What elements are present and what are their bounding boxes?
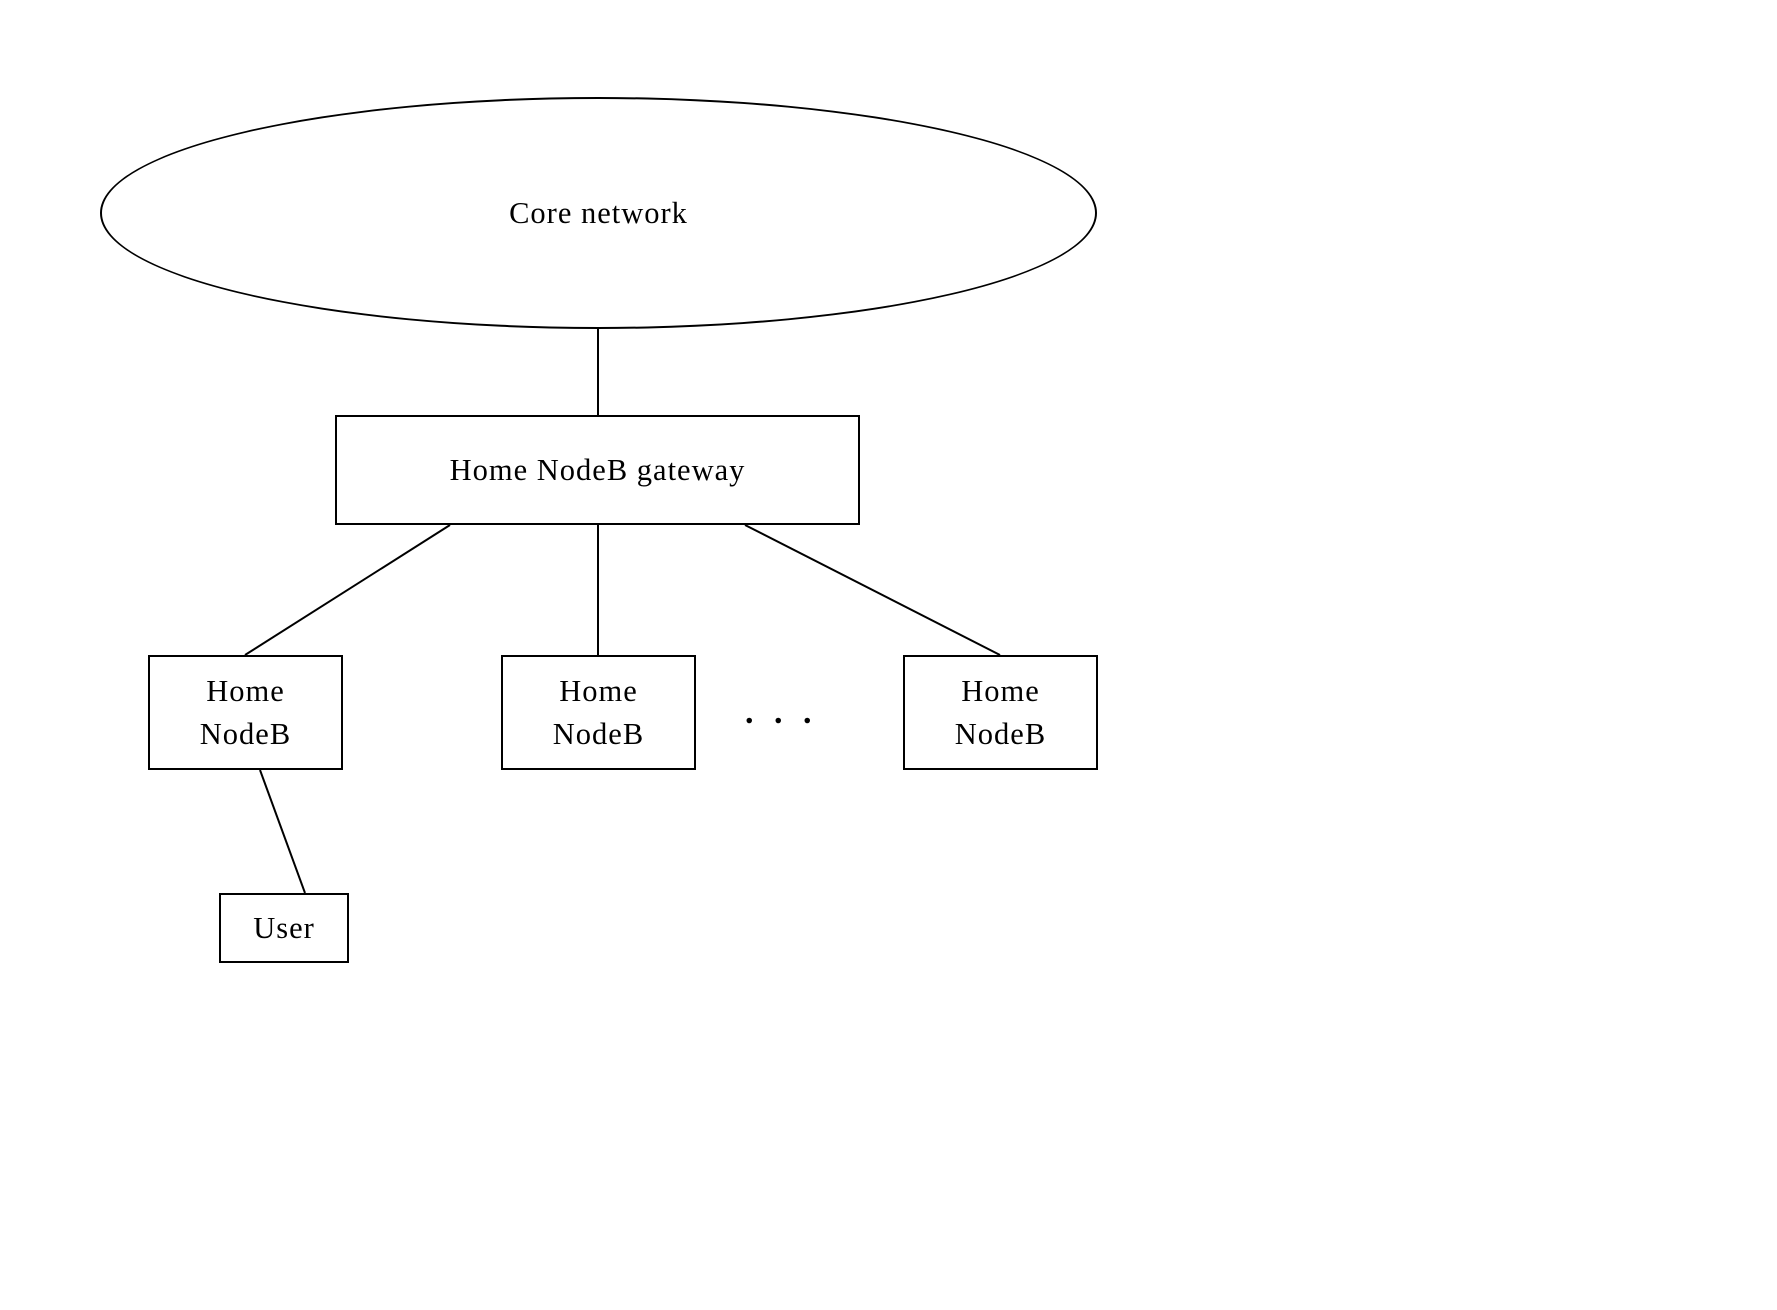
- ellipsis-label: . . .: [745, 694, 818, 732]
- node-core-network: Core network: [100, 97, 1097, 329]
- node-label: Home NodeB: [158, 670, 333, 755]
- node-user: User: [219, 893, 349, 963]
- node-label: Core network: [509, 192, 688, 235]
- edge-gateway-hnb1: [245, 525, 450, 655]
- node-label: Home NodeB gateway: [450, 449, 746, 492]
- node-home-nodeb-1: Home NodeB: [148, 655, 343, 770]
- node-gateway: Home NodeB gateway: [335, 415, 860, 525]
- node-label: Home NodeB: [913, 670, 1088, 755]
- network-diagram: Core network Home NodeB gateway Home Nod…: [0, 0, 1777, 1310]
- edge-hnb1-user: [260, 770, 305, 893]
- node-home-nodeb-3: Home NodeB: [903, 655, 1098, 770]
- node-label: User: [253, 907, 315, 950]
- edge-gateway-hnb3: [745, 525, 1000, 655]
- node-home-nodeb-2: Home NodeB: [501, 655, 696, 770]
- node-label: Home NodeB: [511, 670, 686, 755]
